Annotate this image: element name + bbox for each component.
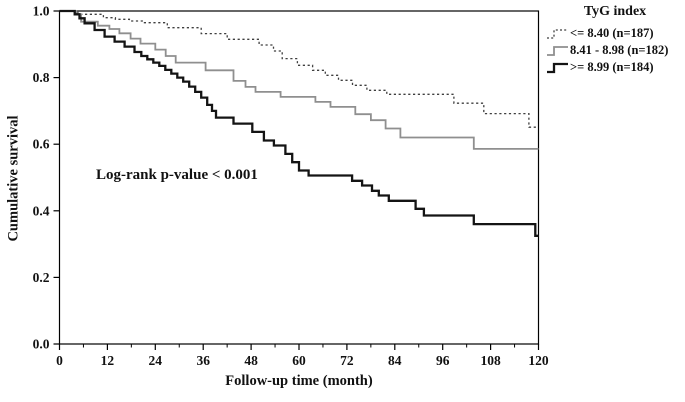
survival-curve-1 — [59, 10, 539, 150]
x-tick-label: 24 — [149, 353, 163, 368]
x-tick-label: 84 — [388, 353, 402, 368]
x-tick-label: 48 — [244, 353, 258, 368]
legend-label: <= 8.40 (n=187) — [570, 26, 654, 40]
survival-curve-2 — [59, 9, 539, 237]
x-tick-label: 108 — [480, 353, 501, 368]
x-tick-label: 120 — [528, 353, 549, 368]
survival-curve-0 — [59, 10, 539, 128]
x-tick-label: 0 — [56, 353, 63, 368]
step-line-sample-icon — [547, 46, 568, 56]
y-tick-label: 0.6 — [33, 137, 50, 152]
legend-label: >= 8.99 (n=184) — [570, 60, 654, 74]
x-tick-label: 36 — [196, 353, 210, 368]
legend-title: TyG index — [583, 4, 647, 19]
legend-entry-low: <= 8.40 (n=187) — [546, 25, 684, 42]
x-tick-label: 96 — [436, 353, 450, 368]
x-tick-label: 12 — [101, 353, 115, 368]
y-tick-label: 0.8 — [33, 70, 50, 85]
legend-entry-high: >= 8.99 (n=184) — [546, 59, 684, 76]
x-tick-label: 72 — [340, 353, 354, 368]
legend-entry-mid: 8.41 - 8.98 (n=182) — [546, 42, 684, 59]
x-axis-title: Follow-up time (month) — [225, 373, 373, 389]
legend: TyG index <= 8.40 (n=187) 8.41 - 8.98 (n… — [546, 4, 684, 76]
legend-label: 8.41 - 8.98 (n=182) — [570, 43, 669, 57]
y-axis-title: Cumulative survival — [5, 115, 22, 242]
y-tick-label: 0.2 — [33, 270, 50, 285]
y-tick-label: 0.4 — [33, 203, 50, 218]
log-rank-annotation: Log-rank p-value < 0.001 — [96, 167, 258, 183]
x-tick-label: 60 — [292, 353, 306, 368]
y-tick-label: 1.0 — [33, 4, 50, 19]
y-tick-label: 0.0 — [33, 337, 50, 352]
step-line-sample-icon — [547, 29, 568, 39]
step-line-sample-icon — [547, 62, 568, 74]
